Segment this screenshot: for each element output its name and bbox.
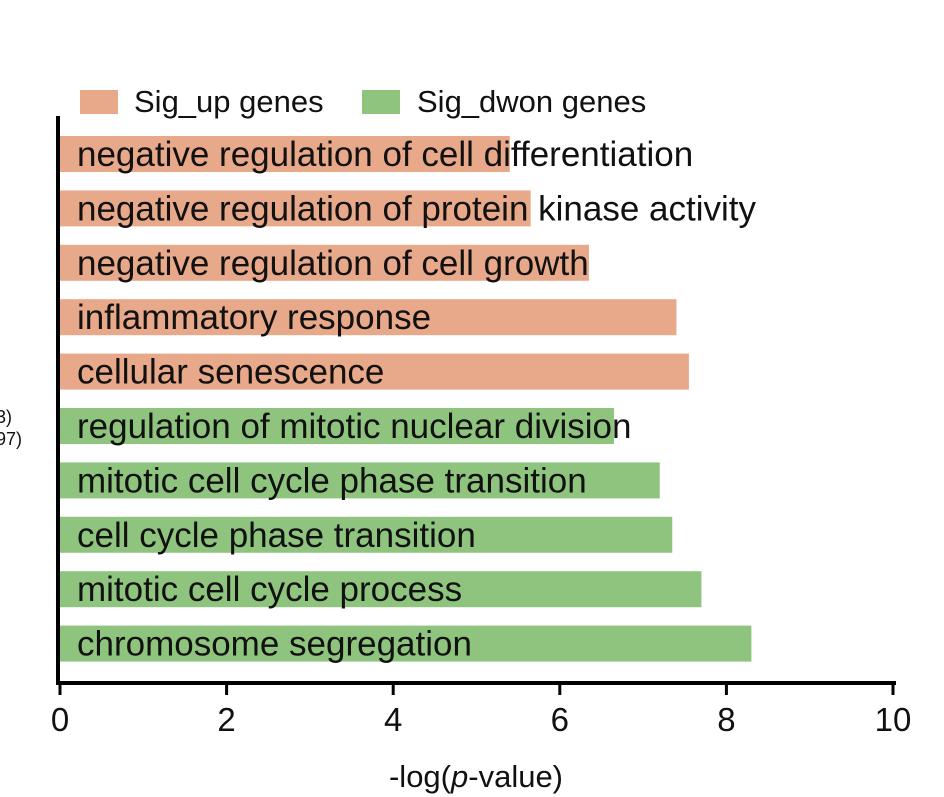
- legend-label-down: Sig_dwon genes: [417, 84, 646, 119]
- x-tick-label: 6: [551, 701, 569, 738]
- bar-up: [60, 244, 589, 281]
- bar-down: [60, 625, 752, 662]
- cropped-side-text-1: 3): [0, 407, 12, 427]
- bar-down: [60, 462, 660, 499]
- bar-label: cell cycle phase transition: [77, 516, 476, 555]
- bar-up: [60, 299, 677, 336]
- bars-layer: [60, 136, 752, 662]
- legend-swatch-up: [80, 90, 118, 114]
- bar-labels-layer: negative regulation of cell differentiat…: [77, 135, 757, 664]
- bar-up: [60, 136, 510, 172]
- x-ticks-layer: 0 2 4 6 8 10: [51, 683, 912, 738]
- x-tick-label: 0: [51, 701, 69, 738]
- bar-up: [60, 353, 689, 390]
- bar-label: chromosome segregation: [77, 625, 472, 664]
- bar-up: [60, 190, 531, 227]
- bar-label: mitotic cell cycle phase transition: [77, 461, 587, 500]
- x-tick-label: 10: [875, 701, 912, 738]
- bar-label: negative regulation of cell growth: [77, 244, 589, 283]
- bar-down: [60, 516, 673, 553]
- x-tick-label: 8: [717, 701, 735, 738]
- bar-label: cellular senescence: [77, 353, 384, 392]
- x-tick-label: 4: [384, 701, 402, 738]
- legend: Sig_up genes Sig_dwon genes: [80, 84, 646, 119]
- x-tick-label: 2: [217, 701, 235, 738]
- bar-label: negative regulation of cell differentiat…: [77, 135, 693, 174]
- bar-label: inflammatory response: [77, 298, 431, 337]
- x-axis-title: -log(p-value): [389, 759, 563, 794]
- legend-swatch-down: [362, 90, 400, 114]
- bar-down: [60, 571, 702, 608]
- bar-label: negative regulation of protein kinase ac…: [77, 189, 757, 228]
- legend-label-up: Sig_up genes: [134, 84, 324, 119]
- bar-down: [60, 408, 614, 444]
- bar-label: mitotic cell cycle process: [77, 570, 462, 609]
- bar-label: regulation of mitotic nuclear division: [77, 407, 631, 446]
- cropped-side-text-2: 97): [0, 429, 22, 449]
